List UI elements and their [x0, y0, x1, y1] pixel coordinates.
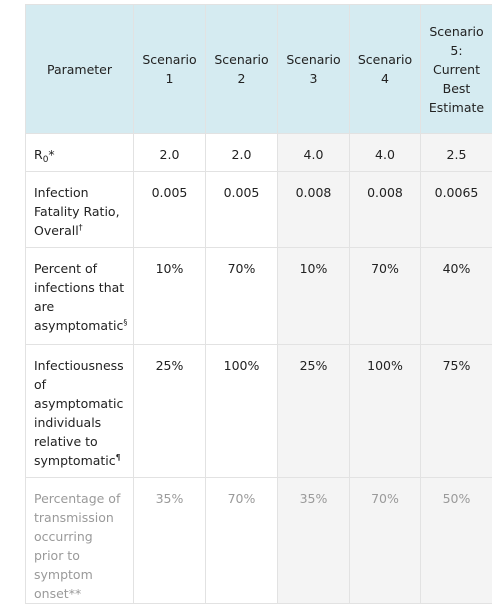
value-cell: 0.008 [350, 172, 421, 248]
value-cell: 40% [421, 248, 492, 345]
value-cell: 10% [278, 248, 350, 345]
label-text: R [34, 147, 43, 162]
value-cell: 70% [206, 478, 278, 604]
value-cell: 70% [350, 478, 421, 604]
footnote-mark: † [79, 223, 83, 232]
value-cell: 100% [206, 345, 278, 478]
column-header: Scenario 5: Current Best Estimate [421, 5, 492, 134]
value-cell: 0.005 [134, 172, 206, 248]
value-cell: 50% [421, 478, 492, 604]
value-cell: 4.0 [350, 134, 421, 172]
value-cell: 25% [134, 345, 206, 478]
column-header: Scenario 3 [278, 5, 350, 134]
value-cell: 4.0 [278, 134, 350, 172]
value-cell: 75% [421, 345, 492, 478]
label-text: Infection Fatality Ratio, Overall [34, 185, 120, 238]
table-row: Infectiousness of asymptomatic individua… [26, 345, 492, 478]
column-header: Scenario 4 [350, 5, 421, 134]
value-cell: 100% [350, 345, 421, 478]
row-label: Percentage of transmission occurring pri… [26, 478, 134, 604]
footnote-mark: * [48, 147, 54, 162]
row-label: Infection Fatality Ratio, Overall† [26, 172, 134, 248]
column-header: Scenario 1 [134, 5, 206, 134]
footnote-mark: § [123, 318, 127, 327]
value-cell: 2.0 [134, 134, 206, 172]
label-text: Percentage of transmission occurring pri… [34, 491, 120, 601]
value-cell: 35% [134, 478, 206, 604]
footnote-mark: ¶ [116, 453, 121, 462]
value-cell: 2.0 [206, 134, 278, 172]
value-cell: 70% [206, 248, 278, 345]
table-row: Percentage of transmission occurring pri… [26, 478, 492, 604]
table-row: Percent of infections that are asymptoma… [26, 248, 492, 345]
value-cell: 2.5 [421, 134, 492, 172]
value-cell: 10% [134, 248, 206, 345]
label-text: Infectiousness of asymptomatic individua… [34, 358, 124, 468]
row-label: Percent of infections that are asymptoma… [26, 248, 134, 345]
column-header: Parameter [26, 5, 134, 134]
value-cell: 70% [350, 248, 421, 345]
value-cell: 25% [278, 345, 350, 478]
footnote-mark: ** [69, 586, 82, 601]
row-label: Infectiousness of asymptomatic individua… [26, 345, 134, 478]
value-cell: 0.005 [206, 172, 278, 248]
value-cell: 0.0065 [421, 172, 492, 248]
value-cell: 35% [278, 478, 350, 604]
value-cell: 0.008 [278, 172, 350, 248]
row-label: R0* [26, 134, 134, 172]
column-header: Scenario 2 [206, 5, 278, 134]
label-text: Percent of infections that are asymptoma… [34, 261, 124, 333]
